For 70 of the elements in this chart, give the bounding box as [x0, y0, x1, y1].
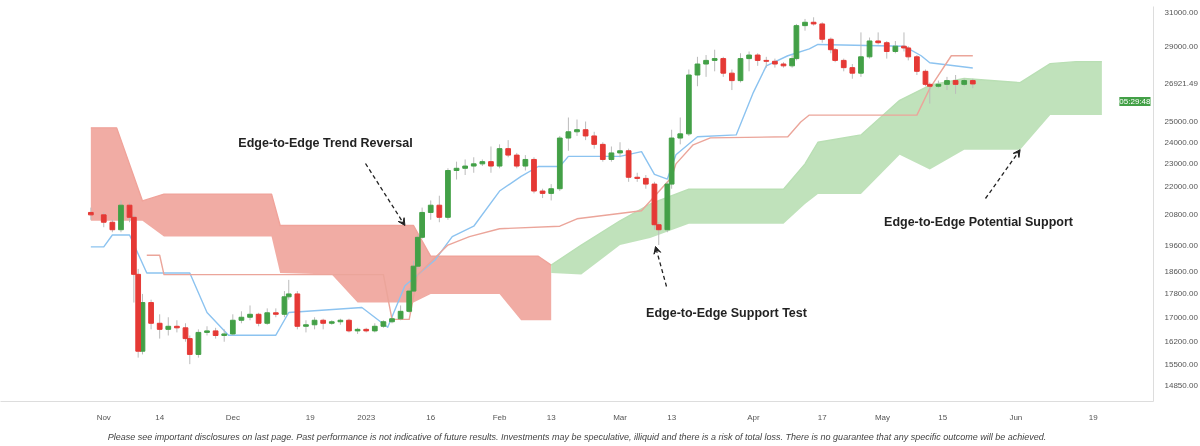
annotation: 05:29:48: [1119, 97, 1152, 106]
x-tick-label: Jun: [1009, 412, 1023, 422]
candlestick: [195, 328, 202, 359]
candlestick: [914, 54, 920, 76]
candlestick: [599, 141, 606, 163]
candlestick: [165, 316, 172, 336]
candlestick: [582, 121, 589, 141]
candlestick: [565, 116, 572, 152]
y-tick-label: 18600.00: [1164, 267, 1199, 277]
candlestick: [802, 18, 808, 32]
candlestick: [703, 54, 709, 78]
x-tick-label: Dec: [225, 412, 240, 422]
y-tick-label: 15500.00: [1164, 359, 1199, 369]
candlestick: [496, 143, 503, 169]
y-tick-label: 29000.00: [1164, 41, 1199, 51]
y-tick-label: 24000.00: [1164, 137, 1199, 147]
y-tick-label: 16200.00: [1164, 337, 1199, 347]
annotation: Edge-to-Edge Support Test: [646, 305, 808, 320]
y-tick-label: 17800.00: [1164, 289, 1199, 299]
candlestick: [436, 195, 443, 223]
y-tick-label: 19600.00: [1164, 240, 1199, 250]
annotation: Edge-to-Edge Potential Support: [884, 214, 1074, 229]
candlestick: [204, 325, 210, 336]
candlestick: [772, 58, 778, 69]
candlestick: [462, 158, 469, 176]
candlestick: [617, 141, 623, 158]
annotation: Edge-to-Edge Trend Reversal: [238, 135, 413, 150]
x-tick-label: 19: [1088, 412, 1099, 422]
y-tick-label: 26921.49: [1164, 79, 1199, 89]
candlestick: [711, 49, 718, 72]
x-tick-label: 13: [546, 412, 557, 422]
x-tick-label: 16: [426, 412, 436, 422]
x-tick-label: Mar: [613, 412, 628, 422]
x-tick-label: 2023: [357, 412, 376, 422]
x-tick-label: May: [874, 412, 891, 422]
text: Please see important disclosures on last page. Past performance is not indicative of future results. Investments may be speculative, illiquid and there is a risk of total loss. There is no guarantee that any specific outcome will be achieved.: [107, 431, 1047, 442]
candlestick: [488, 146, 494, 174]
y-tick-label: 14850.00: [1164, 381, 1199, 391]
y-tick-label: 22000.00: [1164, 181, 1199, 191]
candlestick: [729, 68, 735, 91]
candlestick: [858, 31, 864, 78]
y-tick-label: 20800.00: [1164, 210, 1199, 220]
x-tick-label: 15: [938, 412, 948, 422]
x-tick-label: Nov: [96, 412, 111, 422]
y-tick-label: 17000.00: [1164, 312, 1199, 322]
x-tick-label: Feb: [492, 412, 507, 422]
x-tick-label: 13: [667, 412, 677, 422]
y-tick-label: 23000.00: [1164, 159, 1199, 169]
candlestick: [574, 119, 580, 137]
candlestick: [303, 319, 309, 333]
x-tick-label: 17: [817, 412, 828, 422]
candlestick: [174, 319, 180, 333]
candlestick: [694, 56, 701, 87]
candlestick: [819, 21, 826, 44]
candlestick: [866, 37, 873, 60]
candlestick: [148, 299, 154, 330]
y-tick-label: 31000.00: [1164, 7, 1199, 17]
candlestick: [944, 76, 950, 91]
x-tick-label: 14: [155, 412, 165, 422]
candlestick: [677, 116, 684, 145]
x-tick-label: 19: [305, 412, 316, 422]
candlestick: [247, 304, 253, 321]
y-tick-label: 25000.00: [1164, 117, 1199, 127]
candlestick: [952, 74, 959, 95]
x-tick-label: Apr: [747, 412, 760, 422]
candlestick: [720, 56, 727, 78]
candlestick: [746, 50, 752, 72]
candlestick: [737, 52, 744, 83]
candlestick: [156, 313, 163, 340]
candlestick: [427, 199, 434, 221]
